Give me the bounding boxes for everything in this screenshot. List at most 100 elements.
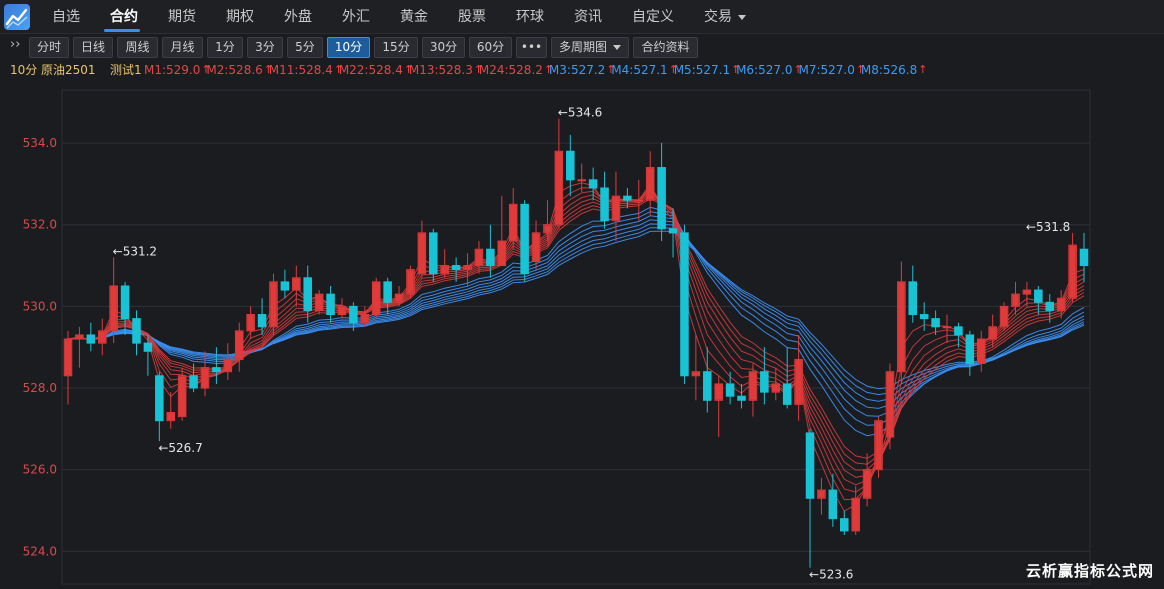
up-arrow-icon: ↑ (263, 63, 273, 76)
candle-up-fill (475, 249, 483, 266)
study-name[interactable]: 测试1 (110, 63, 142, 77)
nav-item-contract[interactable]: 合约 (110, 9, 138, 25)
chevron-down-icon (738, 14, 746, 20)
candle-up-fill (224, 359, 232, 372)
plot-frame (61, 89, 1091, 585)
candle-up-fill (464, 266, 471, 270)
candle-down (1079, 248, 1089, 267)
candle-up-fill (167, 413, 175, 421)
candle-up-fill (898, 282, 905, 372)
period-button-5min[interactable]: 5分 (287, 37, 323, 58)
candle-down (703, 371, 712, 401)
nav-item-trade[interactable]: 交易 (704, 0, 746, 34)
ma-line-red (67, 186, 1085, 501)
up-arrow-icon: ↑ (855, 63, 866, 76)
period-button-weekly[interactable]: 周线 (117, 37, 158, 58)
period-button-3min[interactable]: 3分 (247, 37, 283, 58)
candle-up-fill (646, 168, 654, 200)
candle-down (828, 489, 838, 520)
multi-period-chart-dropdown[interactable]: 多周期图 (551, 37, 629, 58)
nav-item-news[interactable]: 资讯 (574, 9, 602, 25)
period-toolbar: ›› 分时 日线 周线 月线 1分 3分 5分 10分 15分 30分 60分 … (0, 35, 1164, 59)
candle-down (383, 281, 392, 303)
candle-down (486, 248, 495, 267)
candle-down (668, 228, 678, 234)
candle-up-fill (1023, 290, 1031, 294)
extreme-price-label: ←523.6 (809, 568, 853, 582)
candle-up-fill (555, 151, 563, 225)
nav-item-global[interactable]: 环球 (516, 9, 544, 25)
candle-down (212, 367, 221, 373)
candle-down (1045, 301, 1055, 311)
ma-line-blue (67, 230, 1085, 390)
candle-down (600, 187, 609, 222)
period-button-10min[interactable]: 10分 (327, 37, 370, 58)
candle-down (86, 334, 96, 344)
app-logo-icon[interactable] (4, 4, 30, 30)
candle-up-fill (532, 233, 540, 261)
nav-item-options[interactable]: 期权 (226, 9, 254, 25)
candle-up-fill (395, 294, 403, 302)
up-arrow-icon: ↑ (918, 63, 928, 76)
nav-item-foreign-market[interactable]: 外盘 (284, 9, 312, 25)
nav-item-futures[interactable]: 期货 (168, 9, 196, 25)
y-tick-label: 528.0 (23, 381, 57, 395)
candle-down (623, 195, 632, 201)
candle-down (132, 318, 141, 344)
nav-item-stocks[interactable]: 股票 (458, 9, 486, 25)
up-arrow-icon: ↑ (403, 63, 414, 76)
candle-down (303, 277, 312, 311)
period-button-15min[interactable]: 15分 (374, 37, 418, 58)
nav-item-custom[interactable]: 自定义 (632, 9, 674, 25)
candle-down (189, 375, 198, 389)
candle-up-fill (76, 335, 83, 339)
candle-up-fill (692, 372, 700, 376)
ma-line-red (67, 182, 1085, 512)
candle-up-fill (110, 286, 117, 331)
top-nav: 自选 合约 期货 期权 外盘 外汇 黄金 股票 环球 资讯 自定义 交易 (0, 0, 1164, 34)
candle-up-fill (361, 315, 369, 323)
indicator-legend: 10分 原油2501 测试1 M1:529.0 ↑ M2:528.6 ↑ M11:528… (0, 61, 1164, 79)
candle-up-fill (498, 241, 506, 266)
expand-icon[interactable]: ›› (10, 37, 21, 52)
ma-value-red: M13:528.3 ↑ (408, 63, 484, 77)
candle-down (954, 326, 963, 336)
candle-down (965, 334, 975, 365)
ma-value-blue: M4:527.1 ↑ (611, 63, 678, 77)
candle-down (737, 395, 746, 401)
candlestick-chart[interactable]: 524.0 526.0 528.0 530.0 532.0 534.0 ←531.2 ←526… (0, 84, 1164, 589)
nav-item-forex[interactable]: 外汇 (342, 9, 370, 25)
extreme-price-label: ←534.6 (558, 106, 602, 120)
candle-up-fill (1057, 298, 1065, 310)
period-button-timeshare[interactable]: 分时 (29, 37, 69, 58)
period-button-daily[interactable]: 日线 (73, 37, 113, 58)
ma-value-red: M24:528.2 ↑ (478, 63, 554, 77)
period-button-monthly[interactable]: 月线 (162, 37, 203, 58)
ma-value-blue: M7:527.0 ↑ (798, 63, 866, 77)
nav-item-gold[interactable]: 黄金 (400, 9, 428, 25)
candle-down (155, 375, 164, 422)
candle-up (942, 326, 952, 329)
period-button-60min[interactable]: 60分 (469, 37, 512, 58)
candle-down (908, 281, 918, 316)
period-button-30min[interactable]: 30分 (422, 37, 465, 58)
ma-value-red: M22:528.4 ↑ (338, 63, 414, 77)
candle-up-fill (178, 376, 186, 417)
candle-down (657, 167, 666, 230)
more-periods-button[interactable]: ••• (516, 37, 547, 58)
period-button-1min[interactable]: 1分 (207, 37, 243, 58)
candle-up-fill (235, 331, 243, 359)
candle-up-fill (64, 339, 72, 376)
candle-up-fill (852, 498, 859, 531)
up-arrow-icon: ↑ (333, 63, 344, 76)
candle-down (120, 285, 130, 320)
candle-up-fill (749, 372, 757, 400)
candle-down (725, 383, 735, 397)
ma-line-red (67, 196, 1085, 465)
ma-line-blue (67, 223, 1085, 402)
contract-info-button[interactable]: 合约资料 (633, 37, 698, 58)
contract-name[interactable]: 原油2501 (41, 63, 96, 77)
nav-item-watchlist[interactable]: 自选 (52, 9, 80, 25)
up-arrow-icon: ↑ (731, 63, 741, 76)
extreme-price-label: ←531.8 (1026, 220, 1070, 234)
